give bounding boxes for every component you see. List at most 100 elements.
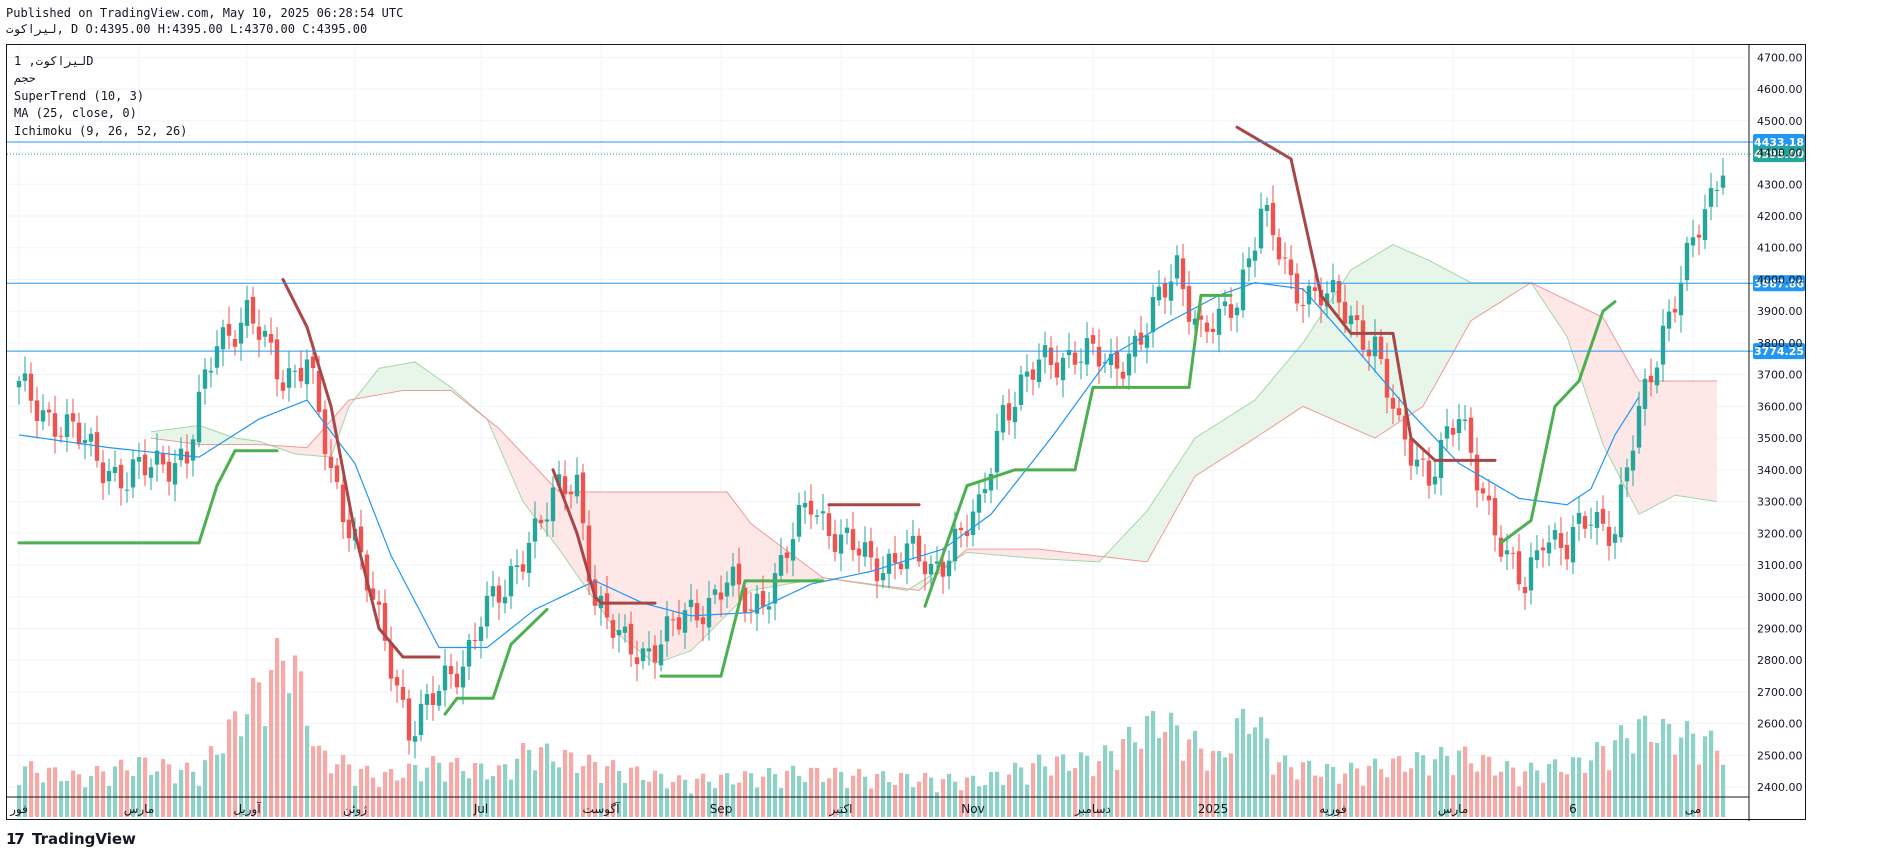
candle-body <box>412 736 418 742</box>
time-axis-tick: مارس <box>124 802 155 817</box>
candle-body <box>394 677 400 686</box>
candle <box>88 427 94 457</box>
candle-body <box>112 466 118 474</box>
candle-body <box>1228 304 1234 318</box>
candle-body <box>148 467 154 478</box>
level-price-label: 3774.25 <box>1754 345 1804 358</box>
candle-body <box>1648 375 1654 383</box>
candle-body <box>1018 374 1024 405</box>
candle <box>1648 358 1654 397</box>
candle-body <box>1384 358 1390 398</box>
time-axis-tick: 2025 <box>1198 802 1229 816</box>
chart-frame[interactable]: 4433.18 3987.86 3774.25 4395.00 4700.00 4600.… <box>6 44 1807 821</box>
volume-bar <box>875 773 880 817</box>
candle-body <box>550 487 556 522</box>
supertrend-segment <box>1529 404 1557 523</box>
candle <box>256 309 262 358</box>
candle <box>1216 295 1222 353</box>
candle-body <box>970 511 976 535</box>
candle-body <box>64 414 70 438</box>
candle <box>1408 433 1414 480</box>
candle <box>1258 192 1264 254</box>
volume-bar <box>1109 751 1114 817</box>
candle-body <box>814 515 820 517</box>
candle <box>1246 247 1252 282</box>
cloud-segment <box>1501 282 1507 302</box>
volume-bar <box>911 787 916 817</box>
candle <box>1420 447 1426 477</box>
last-price-label: 4395.00 <box>1754 148 1804 161</box>
candle-body <box>1510 552 1516 554</box>
volume-bar <box>533 770 538 817</box>
candle <box>1606 511 1612 561</box>
volume-bar <box>557 767 562 817</box>
cloud-segment <box>409 361 415 391</box>
cloud-segment <box>1189 438 1195 487</box>
candle-body <box>676 617 682 630</box>
cloud-segment <box>187 426 193 444</box>
volume-bar <box>1277 762 1282 817</box>
candle-body <box>1480 488 1486 494</box>
volume-bar <box>1397 756 1402 817</box>
candle-body <box>766 606 772 610</box>
cloud-segment <box>1477 282 1483 317</box>
candle <box>706 580 712 641</box>
volume-bar <box>1289 767 1294 817</box>
candle-body <box>1132 335 1138 357</box>
candle <box>544 502 550 537</box>
cloud-segment <box>235 438 241 445</box>
candle-body <box>538 519 544 524</box>
candle-body <box>682 610 688 633</box>
volume-bar <box>275 638 280 817</box>
volume-bar <box>1271 774 1276 817</box>
cloud-segment <box>1291 350 1297 415</box>
cloud-segment <box>1603 317 1609 457</box>
volume-bar <box>1199 748 1204 817</box>
candle-body <box>1210 328 1216 333</box>
candle-body <box>358 526 364 553</box>
cloud-segment <box>649 492 655 664</box>
candle-body <box>1336 280 1342 303</box>
volume-bar <box>335 764 340 817</box>
candle <box>1528 542 1534 605</box>
cloud-segment <box>1111 542 1117 559</box>
time-axis-tick: آوریل <box>233 801 261 817</box>
candle-body <box>100 462 106 484</box>
candle-body <box>1096 346 1102 367</box>
candle <box>1534 535 1540 569</box>
candle <box>1570 515 1576 575</box>
volume-bar <box>1121 739 1126 817</box>
candle-body <box>154 450 160 465</box>
cloud-segment <box>1141 511 1147 562</box>
volume-bar <box>509 779 514 817</box>
candle <box>736 547 742 602</box>
volume-bar <box>947 773 952 817</box>
supertrend-segment <box>719 579 747 678</box>
volume-bar <box>1391 758 1396 817</box>
candle-body <box>790 539 796 561</box>
volume-bar <box>179 769 184 817</box>
cloud-segment <box>337 406 343 441</box>
candle <box>1084 322 1090 376</box>
candle-body <box>256 326 262 340</box>
volume-bar <box>125 770 130 817</box>
tradingview-logo[interactable]: 𝟭𝟳 TradingView <box>6 830 136 848</box>
candle <box>610 614 616 649</box>
candle-body <box>34 400 40 421</box>
candle-body <box>202 369 208 389</box>
volume-bar <box>293 655 298 817</box>
cloud-segment <box>523 453 529 510</box>
cloud-segment <box>1033 549 1039 559</box>
volume-bar <box>953 781 958 817</box>
candle-body <box>604 593 610 618</box>
volume-bar <box>1211 750 1216 817</box>
cloud-segment <box>1279 364 1285 423</box>
price-chart[interactable]: 4433.18 3987.86 3774.25 4395.00 4700.00 4600.… <box>7 45 1807 821</box>
candle-body <box>124 489 130 491</box>
candle <box>1174 245 1180 287</box>
volume-bar <box>701 773 706 817</box>
candle-body <box>1252 250 1258 261</box>
cloud-segment <box>1357 262 1363 433</box>
cloud-segment <box>691 492 697 651</box>
candle-body <box>130 459 136 488</box>
